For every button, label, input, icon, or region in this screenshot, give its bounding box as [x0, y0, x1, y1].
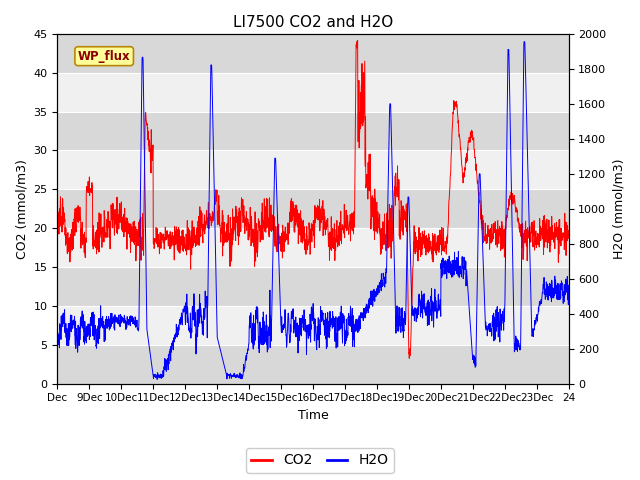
Bar [58, 228, 568, 267]
Bar [58, 306, 568, 345]
X-axis label: Time: Time [298, 409, 328, 422]
Legend: CO2, H2O: CO2, H2O [246, 448, 394, 473]
Bar [58, 112, 568, 150]
Bar [58, 150, 568, 189]
Bar [58, 34, 568, 73]
Y-axis label: H2O (mmol/m3): H2O (mmol/m3) [612, 158, 625, 259]
Text: WP_flux: WP_flux [78, 49, 131, 63]
Bar [58, 267, 568, 306]
Title: LI7500 CO2 and H2O: LI7500 CO2 and H2O [233, 15, 393, 30]
Y-axis label: CO2 (mmol/m3): CO2 (mmol/m3) [15, 159, 28, 259]
Bar [58, 189, 568, 228]
Bar [58, 345, 568, 384]
Bar [58, 73, 568, 112]
